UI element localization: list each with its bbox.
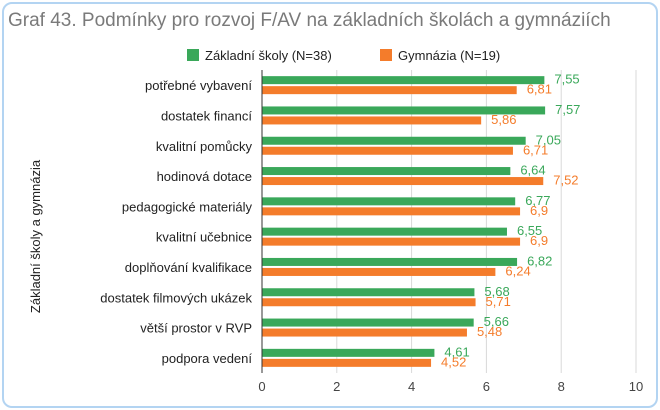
- data-label: 7,05: [536, 132, 561, 147]
- bar-zakladni-skoly: [262, 76, 545, 85]
- bar-gymnazia: [262, 116, 482, 125]
- x-tick-label: 2: [333, 379, 340, 394]
- data-label: 6,64: [520, 163, 545, 178]
- legend: Základní školy (N=38) Gymnázia (N=19): [187, 48, 500, 63]
- data-label: 5,71: [486, 294, 511, 309]
- bar-zakladni-skoly: [262, 136, 526, 145]
- bar-gymnazia: [262, 328, 467, 337]
- bar-zakladni-skoly: [262, 257, 518, 266]
- data-label: 6,55: [517, 223, 542, 238]
- legend-label: Gymnázia (N=19): [398, 48, 500, 63]
- data-label: 5,68: [484, 284, 509, 299]
- data-label: 4,61: [444, 344, 469, 359]
- legend-swatch: [187, 49, 199, 61]
- bar-zakladni-skoly: [262, 227, 507, 236]
- x-tick-label: 4: [408, 379, 415, 394]
- category-label: podpora vedení: [162, 351, 253, 366]
- x-tick-label: 8: [558, 379, 565, 394]
- data-label: 5,48: [477, 324, 502, 339]
- y-axis-title: Základní školy a gymnázia: [28, 159, 43, 313]
- category-label: potřebné vybavení: [145, 78, 252, 93]
- data-label: 7,52: [553, 173, 578, 188]
- data-label: 4,52: [441, 354, 466, 369]
- x-tick-label: 6: [483, 379, 490, 394]
- category-label: kvalitní učebnice: [156, 230, 252, 245]
- data-label: 7,57: [555, 102, 580, 117]
- category-label: kvalitní pomůcky: [156, 139, 253, 154]
- x-tick-label: 0: [258, 379, 265, 394]
- bar-zakladni-skoly: [262, 197, 516, 206]
- bar-gymnazia: [262, 177, 544, 186]
- data-label: 7,55: [554, 72, 579, 87]
- legend-swatch: [380, 49, 392, 61]
- bar-gymnazia: [262, 86, 517, 95]
- bar-zakladni-skoly: [262, 167, 511, 176]
- data-label: 6,9: [530, 203, 548, 218]
- data-label: 6,9: [530, 233, 548, 248]
- bar-gymnazia: [262, 237, 521, 246]
- x-tick-label: 10: [629, 379, 643, 394]
- category-label: větší prostor v RVP: [140, 321, 252, 336]
- category-label: dostatek filmových ukázek: [100, 290, 252, 305]
- data-label: 6,24: [505, 263, 530, 278]
- category-label: pedagogické materiály: [122, 199, 253, 214]
- data-label: 6,71: [523, 142, 548, 157]
- data-label: 5,66: [484, 314, 509, 329]
- bar-zakladni-skoly: [262, 288, 475, 297]
- data-label: 6,82: [527, 253, 552, 268]
- category-label: dostatek financí: [161, 108, 252, 123]
- bar-zakladni-skoly: [262, 106, 546, 115]
- bar-gymnazia: [262, 207, 521, 216]
- data-label: 5,86: [491, 112, 516, 127]
- data-label: 6,81: [527, 82, 552, 97]
- bar-gymnazia: [262, 298, 476, 307]
- chart-title: Graf 43. Podmínky pro rozvoj F/AV na zák…: [8, 10, 611, 31]
- category-label: hodinová dotace: [157, 169, 252, 184]
- legend-label: Základní školy (N=38): [205, 48, 332, 63]
- category-label: doplňování kvalifikace: [125, 260, 252, 275]
- bar-gymnazia: [262, 358, 432, 367]
- bar-gymnazia: [262, 146, 513, 155]
- data-label: 6,77: [525, 193, 550, 208]
- bar-gymnazia: [262, 267, 496, 276]
- bar-zakladni-skoly: [262, 348, 435, 357]
- bar-zakladni-skoly: [262, 318, 474, 327]
